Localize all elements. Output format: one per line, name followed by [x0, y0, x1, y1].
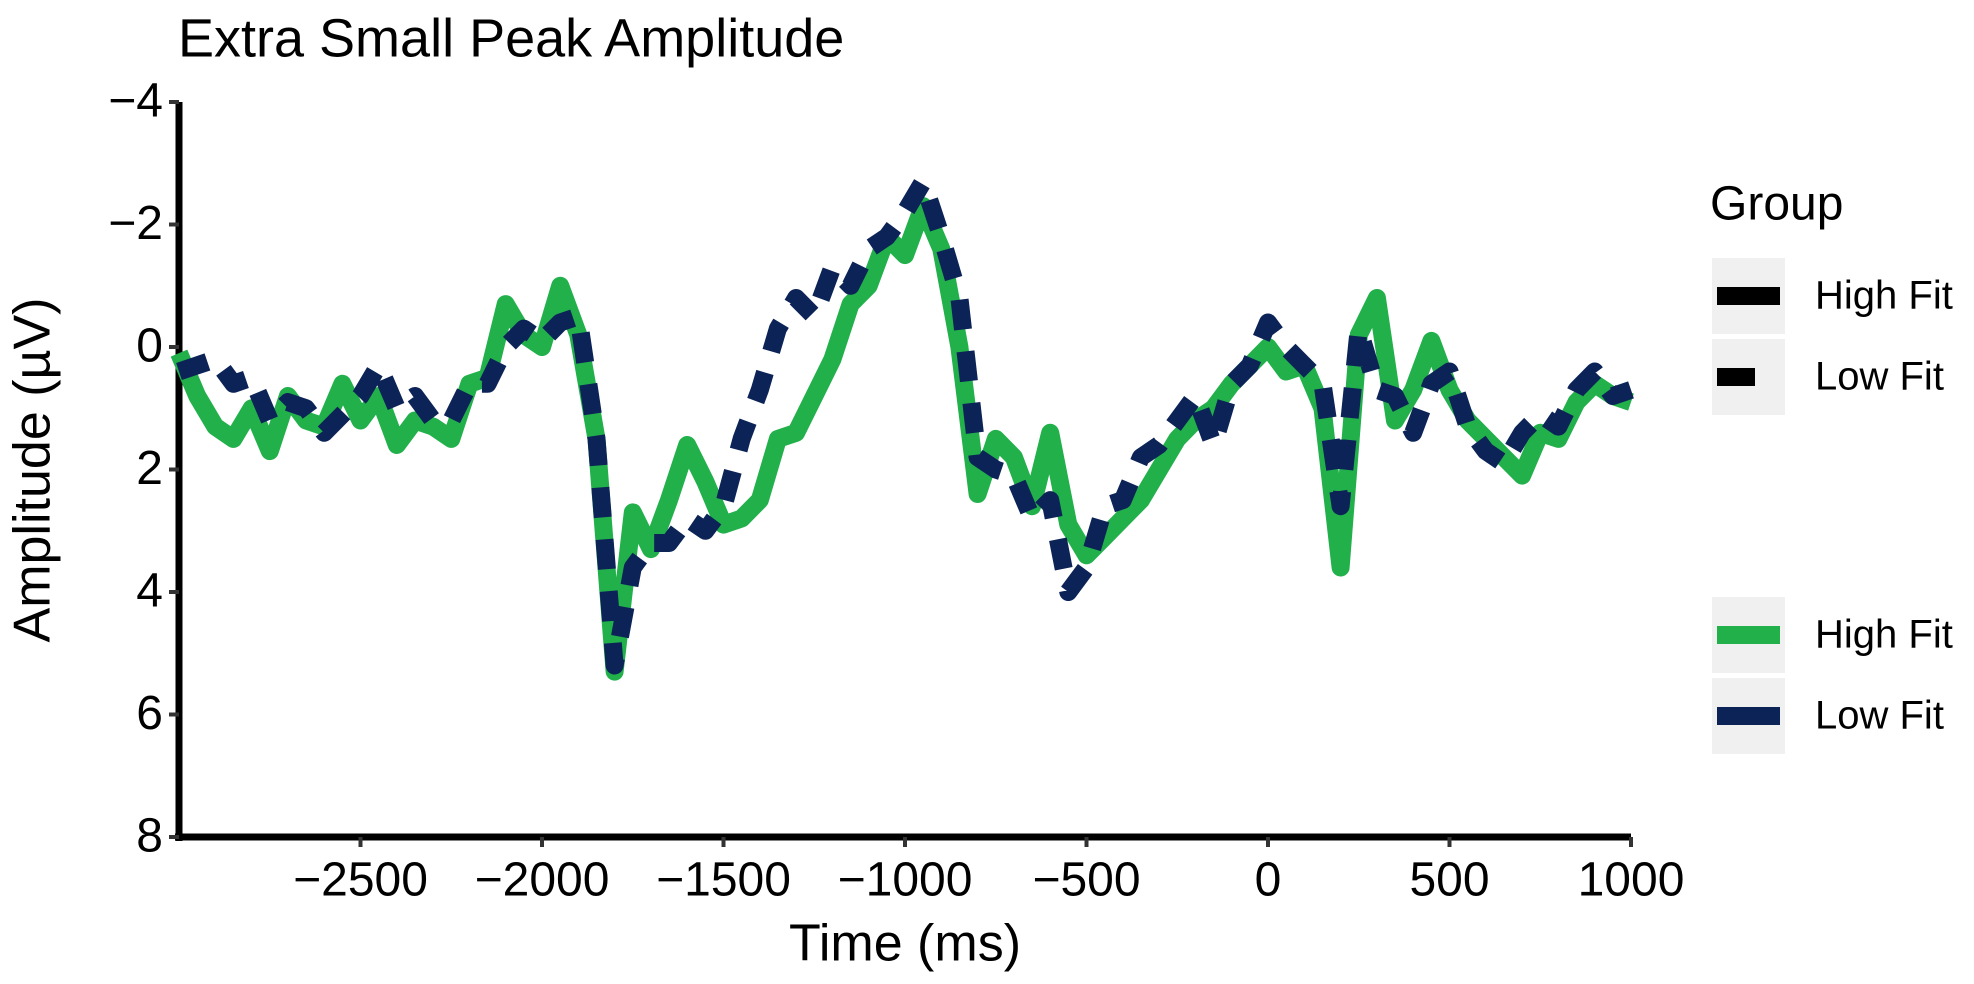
- chart-title: Extra Small Peak Amplitude: [178, 8, 844, 68]
- x-tick-label: −2000: [475, 854, 610, 907]
- legend-title: Group: [1710, 178, 1843, 231]
- legend-label: Low Fit: [1815, 355, 1944, 399]
- x-tick-label: 500: [1409, 854, 1489, 907]
- x-axis-label: Time (ms): [789, 915, 1021, 973]
- x-tick-label: −1500: [656, 854, 791, 907]
- legend-label: High Fit: [1815, 613, 1953, 657]
- legend-label: High Fit: [1815, 274, 1953, 318]
- x-tick-label: 1000: [1578, 854, 1685, 907]
- data-line: [176, 172, 1634, 675]
- y-tick-label: 2: [136, 442, 163, 495]
- y-tick-label: 8: [136, 810, 163, 863]
- x-tick-label: −2500: [293, 854, 428, 907]
- y-tick-label: 4: [136, 565, 163, 618]
- y-tick-label: 6: [136, 687, 163, 740]
- legend-label: Low Fit: [1815, 694, 1944, 738]
- y-tick-label: −4: [108, 75, 163, 128]
- y-axis-label: Amplitude (µV): [4, 298, 62, 643]
- x-tick-label: −1000: [838, 854, 973, 907]
- y-tick-label: 0: [136, 320, 163, 373]
- y-tick-label: −2: [108, 197, 163, 250]
- data-line: [170, 197, 1634, 681]
- x-tick-label: 0: [1255, 854, 1282, 907]
- x-tick-label: −500: [1032, 854, 1140, 907]
